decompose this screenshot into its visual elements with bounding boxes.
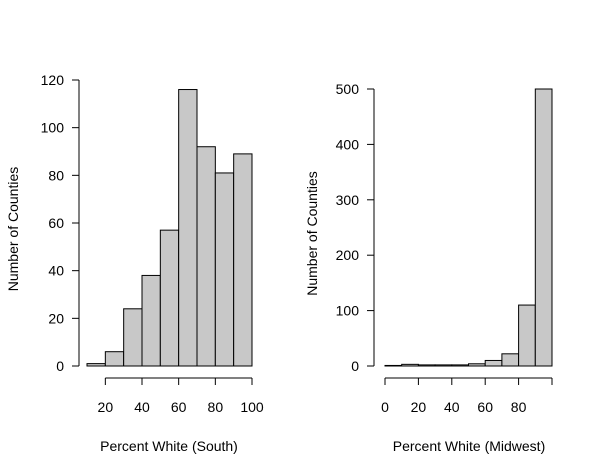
midwest-x-axis: 0 20 40 60 80 xyxy=(381,377,553,415)
midwest-bar-0 xyxy=(384,364,403,367)
midwest-x-tick-label-0: 0 xyxy=(381,399,389,415)
south-bar-2 xyxy=(123,308,143,367)
midwest-y-axis: 0 100 200 300 400 500 xyxy=(336,81,375,374)
south-bar-8 xyxy=(233,153,253,367)
south-bar-6 xyxy=(196,146,216,367)
midwest-bar-2 xyxy=(417,364,436,367)
midwest-bar-1 xyxy=(401,363,419,367)
south-x-tick-label-2: 60 xyxy=(171,399,187,415)
south-y-tick-label-4: 80 xyxy=(48,167,64,183)
south-x-tick-label-3: 80 xyxy=(208,399,224,415)
midwest-bar-3 xyxy=(434,364,453,367)
south-y-tick-label-5: 100 xyxy=(41,120,65,136)
south-x-tick-label-1: 40 xyxy=(134,399,150,415)
south-y-tick-label-3: 60 xyxy=(48,215,64,231)
south-x-axis: 20 40 60 80 100 xyxy=(98,377,264,415)
south-x-tick-label-4: 100 xyxy=(240,399,264,415)
midwest-x-tick-label-2: 40 xyxy=(444,399,460,415)
south-histogram-panel: 0 20 40 60 80 100 120 20 40 60 80 100 Percent Whit… xyxy=(5,72,264,454)
south-bar-5 xyxy=(178,89,198,367)
midwest-histogram-panel: 0 100 200 300 400 500 0 20 40 60 80 Percent White… xyxy=(304,81,553,454)
midwest-bar-7 xyxy=(501,353,520,367)
midwest-y-tick-label-2: 200 xyxy=(336,247,360,263)
midwest-y-tick-label-4: 400 xyxy=(336,136,360,152)
south-bar-3 xyxy=(141,274,161,367)
south-x-tick-label-0: 20 xyxy=(98,399,114,415)
south-y-tick-label-0: 0 xyxy=(56,358,64,374)
midwest-y-axis-title: Number of Counties xyxy=(304,171,320,296)
midwest-bar-5 xyxy=(468,363,486,367)
midwest-x-tick-label-1: 20 xyxy=(411,399,427,415)
south-bar-4 xyxy=(159,229,180,367)
south-x-axis-title: Percent White (South) xyxy=(100,438,238,454)
south-bar-1 xyxy=(104,351,125,367)
midwest-bar-9 xyxy=(534,88,553,367)
south-y-tick-label-1: 20 xyxy=(48,310,64,326)
midwest-y-tick-label-3: 300 xyxy=(336,192,360,208)
midwest-y-tick-label-5: 500 xyxy=(336,81,360,97)
midwest-bar-4 xyxy=(451,364,469,367)
south-bar-0 xyxy=(86,363,106,367)
midwest-y-tick-label-1: 100 xyxy=(336,303,360,319)
midwest-x-tick-label-3: 60 xyxy=(477,399,493,415)
south-y-tick-label-2: 40 xyxy=(48,263,64,279)
midwest-x-axis-title: Percent White (Midwest) xyxy=(393,438,545,454)
south-y-axis: 0 20 40 60 80 100 120 xyxy=(41,72,80,374)
midwest-bars xyxy=(384,88,553,367)
midwest-bar-8 xyxy=(518,304,536,367)
midwest-bar-6 xyxy=(484,359,503,367)
south-y-axis-title: Number of Counties xyxy=(5,167,21,292)
south-bar-7 xyxy=(214,172,235,367)
midwest-x-tick-label-4: 80 xyxy=(511,399,527,415)
midwest-y-tick-label-0: 0 xyxy=(351,358,359,374)
south-bars xyxy=(86,89,253,367)
south-y-tick-label-6: 120 xyxy=(41,72,65,88)
